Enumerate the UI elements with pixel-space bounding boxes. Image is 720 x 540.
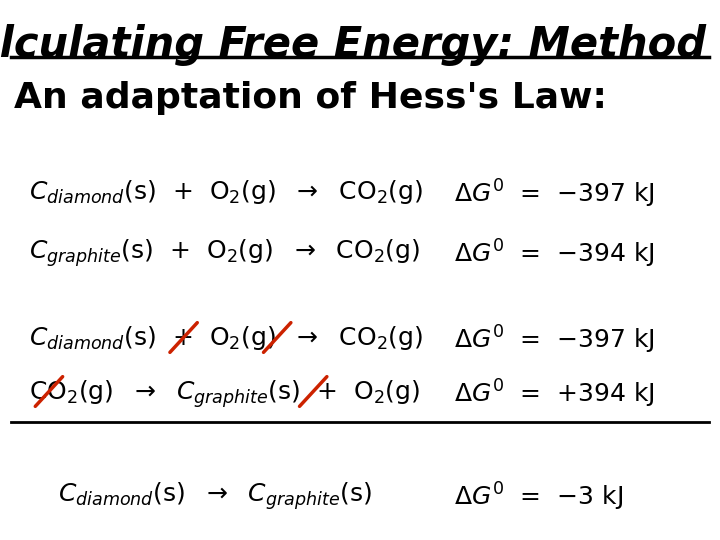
Text: $\mathit{C}_{\mathit{diamond}}$(s)  $\rightarrow$  $\mathit{C}_{\mathit{graphite: $\mathit{C}_{\mathit{diamond}}$(s) $\rig… (58, 481, 372, 512)
Text: $\Delta G^{0}$  =  $-$3 kJ: $\Delta G^{0}$ = $-$3 kJ (454, 481, 623, 513)
Text: An adaptation of Hess's Law:: An adaptation of Hess's Law: (14, 81, 607, 115)
Text: $\Delta G^{0}$  =  $-$394 kJ: $\Delta G^{0}$ = $-$394 kJ (454, 238, 654, 270)
Text: CO$_{2}$(g)  $\rightarrow$  $\mathit{C}_{\mathit{graphite}}$(s)  +  O$_{2}$(g): CO$_{2}$(g) $\rightarrow$ $\mathit{C}_{\… (29, 378, 420, 410)
Text: $\Delta G^{0}$  =  $+$394 kJ: $\Delta G^{0}$ = $+$394 kJ (454, 378, 654, 410)
Text: $\mathit{C}_{\mathit{diamond}}$(s)  +  O$_{2}$(g)  $\rightarrow$  CO$_{2}$(g): $\mathit{C}_{\mathit{diamond}}$(s) + O$_… (29, 178, 423, 206)
Text: $\Delta G^{0}$  =  $-$397 kJ: $\Delta G^{0}$ = $-$397 kJ (454, 324, 654, 356)
Text: $\mathit{C}_{\mathit{graphite}}$(s)  +  O$_{2}$(g)  $\rightarrow$  CO$_{2}$(g): $\mathit{C}_{\mathit{graphite}}$(s) + O$… (29, 238, 420, 269)
Text: $\Delta G^{0}$  =  $-$397 kJ: $\Delta G^{0}$ = $-$397 kJ (454, 178, 654, 211)
Text: $\mathit{C}_{\mathit{diamond}}$(s)  +  O$_{2}$(g)  $\rightarrow$  CO$_{2}$(g): $\mathit{C}_{\mathit{diamond}}$(s) + O$_… (29, 324, 423, 352)
Text: Calculating Free Energy: Method #2: Calculating Free Energy: Method #2 (0, 24, 720, 66)
